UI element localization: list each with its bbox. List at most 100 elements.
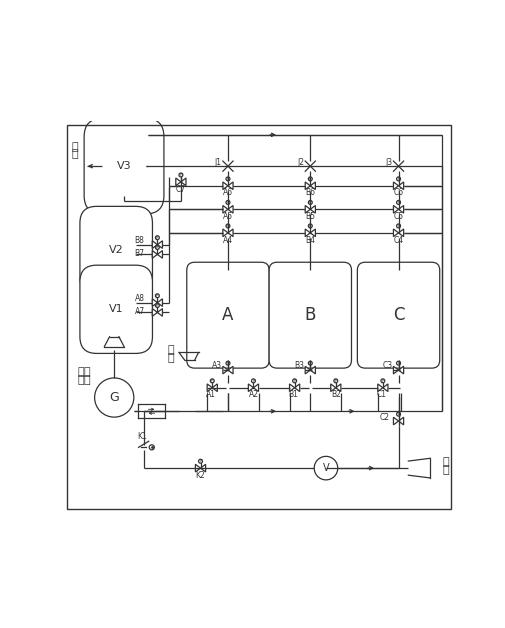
Polygon shape <box>227 229 233 237</box>
Text: P: P <box>226 177 229 181</box>
Text: B3: B3 <box>293 360 304 369</box>
Text: 气: 气 <box>168 354 174 364</box>
Text: C4: C4 <box>393 236 403 244</box>
Text: P: P <box>156 236 158 240</box>
Polygon shape <box>310 229 315 237</box>
Text: A5: A5 <box>222 212 233 221</box>
Text: B8: B8 <box>134 236 144 244</box>
Polygon shape <box>227 366 233 374</box>
Polygon shape <box>195 464 200 472</box>
Text: 氧: 氧 <box>72 141 78 151</box>
Text: K1: K1 <box>137 432 146 441</box>
Text: P: P <box>226 361 229 365</box>
Polygon shape <box>398 205 403 213</box>
Polygon shape <box>393 229 398 237</box>
Text: 气: 气 <box>83 375 90 385</box>
Text: C2: C2 <box>379 413 388 421</box>
Polygon shape <box>393 205 398 213</box>
Circle shape <box>198 459 202 463</box>
Text: P: P <box>226 200 229 205</box>
Text: P: P <box>156 246 158 249</box>
Circle shape <box>396 177 399 181</box>
Polygon shape <box>157 299 162 306</box>
Text: C1: C1 <box>376 391 386 399</box>
Text: P: P <box>396 224 399 228</box>
Polygon shape <box>305 366 310 374</box>
Text: P: P <box>226 224 229 228</box>
Polygon shape <box>398 366 403 374</box>
Polygon shape <box>393 366 398 374</box>
Polygon shape <box>253 384 258 391</box>
Circle shape <box>94 378 133 417</box>
Polygon shape <box>305 229 310 237</box>
Polygon shape <box>222 205 227 213</box>
Circle shape <box>292 379 296 383</box>
Polygon shape <box>398 417 403 425</box>
Text: V1: V1 <box>109 305 123 314</box>
Circle shape <box>308 177 312 181</box>
Circle shape <box>155 294 159 298</box>
Polygon shape <box>157 241 162 249</box>
Text: K2: K2 <box>195 471 205 480</box>
Polygon shape <box>382 384 387 391</box>
Polygon shape <box>289 384 294 391</box>
Polygon shape <box>157 308 162 317</box>
Polygon shape <box>377 384 382 391</box>
Circle shape <box>396 361 399 365</box>
Text: 空: 空 <box>83 367 90 377</box>
Circle shape <box>155 236 159 240</box>
Polygon shape <box>294 384 299 391</box>
Text: V2: V2 <box>109 246 123 256</box>
Text: P: P <box>381 379 383 383</box>
Text: B5: B5 <box>305 212 315 221</box>
Circle shape <box>155 303 159 308</box>
Circle shape <box>396 200 399 204</box>
Circle shape <box>308 361 312 365</box>
Text: P: P <box>396 361 399 365</box>
Text: A6: A6 <box>222 188 233 197</box>
Circle shape <box>149 445 154 450</box>
Circle shape <box>155 246 159 249</box>
Text: C6: C6 <box>393 188 403 197</box>
Polygon shape <box>335 384 340 391</box>
Circle shape <box>314 457 337 480</box>
Text: J1: J1 <box>215 158 221 166</box>
Circle shape <box>380 379 384 383</box>
Text: P: P <box>156 303 158 308</box>
Polygon shape <box>310 182 315 190</box>
Text: P: P <box>396 200 399 205</box>
Text: B: B <box>304 306 315 324</box>
FancyBboxPatch shape <box>80 265 152 354</box>
Circle shape <box>308 200 312 204</box>
Circle shape <box>226 177 229 181</box>
Polygon shape <box>227 205 233 213</box>
Circle shape <box>251 379 255 383</box>
Polygon shape <box>175 178 181 186</box>
Text: B7: B7 <box>134 249 144 258</box>
Polygon shape <box>207 384 212 391</box>
Text: V: V <box>322 463 329 473</box>
Polygon shape <box>305 182 310 190</box>
Text: P: P <box>334 379 336 383</box>
Polygon shape <box>398 229 403 237</box>
Circle shape <box>396 412 399 416</box>
Polygon shape <box>152 308 157 317</box>
Text: P: P <box>199 459 201 463</box>
Text: G: G <box>109 391 119 404</box>
Text: A8: A8 <box>134 294 144 303</box>
Text: B6: B6 <box>305 188 315 197</box>
Text: P: P <box>309 177 311 181</box>
Text: P: P <box>309 200 311 205</box>
Text: B2: B2 <box>330 391 340 399</box>
Text: B4: B4 <box>305 236 315 244</box>
Text: B1: B1 <box>288 391 298 399</box>
Text: 气: 气 <box>77 375 84 385</box>
Polygon shape <box>310 366 315 374</box>
Circle shape <box>226 361 229 365</box>
Polygon shape <box>152 251 157 258</box>
FancyBboxPatch shape <box>357 263 439 368</box>
Text: 气: 气 <box>72 149 78 160</box>
Polygon shape <box>200 464 205 472</box>
Polygon shape <box>222 182 227 190</box>
Polygon shape <box>222 229 227 237</box>
